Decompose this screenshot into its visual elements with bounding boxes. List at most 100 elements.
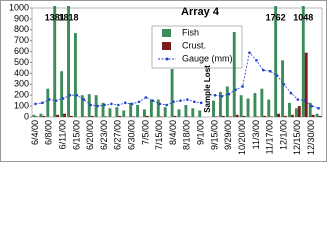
bar [53,6,57,118]
bar [90,115,94,117]
legend-swatch [162,29,171,37]
marker [34,102,37,106]
bar [69,115,73,117]
x-tick-label: 6/15/00 [71,120,81,150]
marker [117,103,120,107]
x-tick-label: 12/1/00 [278,120,288,150]
bar [281,60,285,117]
bar [290,114,294,117]
marker [213,93,217,97]
bar [311,114,315,117]
legend-swatch [162,42,171,50]
marker [234,88,237,92]
marker [137,100,141,104]
x-tick-label: 7/15/00 [154,120,164,150]
bar [173,115,177,117]
bar [263,115,267,117]
x-tick-label: 6/20/00 [85,120,95,150]
marker [289,91,293,95]
x-tick-label: 6/11/00 [57,120,67,149]
bar [145,115,149,117]
bar [218,91,222,117]
x-tick-label: 9/1/00 [196,120,206,145]
marker [96,104,99,108]
marker [310,104,313,108]
bar [256,116,260,117]
bar [129,102,133,117]
bar [198,110,202,117]
data-label: 1818 [59,12,79,22]
marker [41,101,44,105]
legend-label: Crust. [182,40,206,50]
y-tick-label: 600 [14,46,29,56]
marker [192,100,196,104]
bar [242,115,246,117]
marker [248,51,251,54]
marker [68,93,72,97]
bar [83,116,87,117]
bar [235,114,239,117]
bar [159,116,163,117]
x-tick-label: 8/4/00 [168,120,178,145]
bar [67,6,70,117]
bar [315,113,319,117]
x-tick-label: 12/15/00 [292,120,302,155]
marker [220,94,224,98]
bar [80,95,84,117]
x-tick-label: 6/23/00 [99,120,109,150]
marker [172,100,175,104]
bar [301,6,305,118]
bar [63,113,66,117]
y-tick-label: 900 [14,13,29,23]
bar [221,115,225,117]
bar [32,114,36,117]
marker [186,98,189,101]
bar [297,106,301,117]
x-tick-label: 11/17/00 [265,120,275,154]
bar [270,116,274,117]
bar [143,109,146,117]
marker [144,96,148,99]
legend-label: Gauge (mm) [182,53,233,63]
bar [253,93,257,117]
marker [227,92,231,96]
legend-marker [165,57,169,61]
bar [228,116,232,117]
marker [268,69,272,73]
line [214,51,319,109]
bar [177,109,181,117]
bar [308,102,312,117]
bar [108,108,112,117]
marker [89,103,92,107]
marker [199,101,203,105]
bar [187,116,191,117]
bar [56,114,60,117]
bar [318,115,322,117]
y-tick-label: 100 [14,100,29,110]
bar [132,116,136,117]
marker [47,98,51,101]
bar [239,95,243,117]
marker [296,98,300,101]
bar [115,107,119,117]
x-tick-label: 10/20/00 [237,120,247,155]
x-tick-label: 6/30/00 [126,120,136,150]
bar [184,105,188,117]
bar [122,110,126,117]
y-tick-label: 300 [14,79,29,89]
bar [232,31,236,118]
bar [246,98,250,117]
y-tick-label: 800 [14,24,29,34]
x-tick-label: 9/29/00 [223,120,233,150]
marker [317,106,320,110]
bar [304,52,308,117]
marker [262,68,265,72]
bar [274,6,278,117]
data-label: 1762 [266,12,286,22]
x-tick-label: 11/3/00 [251,120,261,149]
bar [39,113,43,117]
bar [136,105,140,117]
bar [156,99,160,117]
marker [255,59,258,62]
bar [277,113,281,117]
